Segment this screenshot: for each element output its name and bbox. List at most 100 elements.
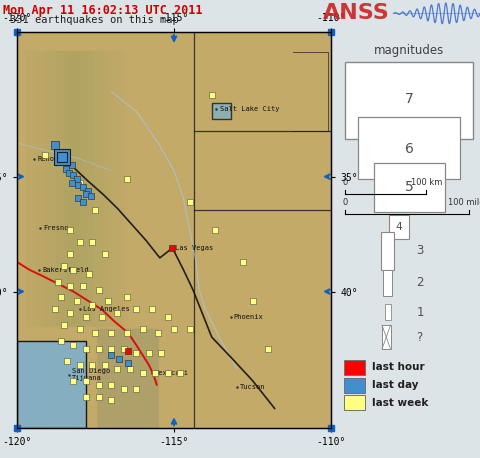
Point xyxy=(59,153,66,160)
FancyBboxPatch shape xyxy=(17,341,86,428)
Text: San Diego
Tijuana: San Diego Tijuana xyxy=(72,368,110,381)
Bar xyxy=(382,325,391,349)
Text: Bakersfield: Bakersfield xyxy=(42,267,89,273)
Point xyxy=(66,250,74,257)
Text: 4: 4 xyxy=(396,223,402,232)
Point xyxy=(108,351,115,359)
Point xyxy=(84,187,91,194)
Text: 100 miles: 100 miles xyxy=(448,198,480,207)
Point xyxy=(82,191,90,198)
Point xyxy=(120,385,128,392)
Point xyxy=(79,282,87,289)
Point xyxy=(82,314,90,321)
Point xyxy=(79,183,87,190)
Point xyxy=(95,345,102,353)
Point xyxy=(54,278,61,285)
Point xyxy=(57,294,65,301)
FancyBboxPatch shape xyxy=(212,104,230,119)
Point xyxy=(76,179,84,186)
Point xyxy=(139,369,146,376)
Point xyxy=(59,153,66,160)
Text: 2: 2 xyxy=(416,276,424,289)
Point xyxy=(51,306,59,313)
Point xyxy=(76,361,84,369)
Point xyxy=(87,193,95,200)
Bar xyxy=(381,232,395,270)
Text: ANSS: ANSS xyxy=(323,3,389,23)
Point xyxy=(88,361,96,369)
Point xyxy=(123,329,131,337)
Point xyxy=(148,306,156,313)
Point xyxy=(186,199,193,206)
Point xyxy=(208,92,216,99)
Bar xyxy=(344,377,365,393)
Point xyxy=(82,377,90,384)
Text: 3: 3 xyxy=(416,244,424,257)
Point xyxy=(123,294,131,301)
Point xyxy=(60,322,68,329)
Point xyxy=(101,250,108,257)
Point xyxy=(139,326,146,333)
Text: Mon Apr 11 16:02:13 UTC 2011: Mon Apr 11 16:02:13 UTC 2011 xyxy=(3,5,203,17)
Point xyxy=(186,326,193,333)
Point xyxy=(108,397,115,404)
Bar xyxy=(389,215,409,239)
Text: last day: last day xyxy=(372,380,419,390)
Point xyxy=(249,298,256,305)
Point xyxy=(85,270,93,278)
Point xyxy=(76,326,84,333)
Point xyxy=(41,151,49,158)
Point xyxy=(108,329,115,337)
Text: Los Angeles: Los Angeles xyxy=(83,306,130,312)
Point xyxy=(168,244,176,251)
Point xyxy=(145,349,153,357)
Point xyxy=(95,393,102,400)
Bar xyxy=(358,117,460,179)
Text: 6: 6 xyxy=(405,142,414,156)
Point xyxy=(114,365,121,372)
Point xyxy=(72,175,80,182)
Point xyxy=(79,199,87,206)
Point xyxy=(66,282,74,289)
Text: 1: 1 xyxy=(416,305,424,319)
Point xyxy=(125,359,132,366)
Point xyxy=(132,349,140,357)
Point xyxy=(98,314,106,321)
Point xyxy=(74,195,82,202)
Text: last hour: last hour xyxy=(372,362,425,372)
Point xyxy=(151,369,159,376)
Point xyxy=(51,142,59,149)
Point xyxy=(170,326,178,333)
Point xyxy=(76,238,84,245)
Point xyxy=(51,142,59,149)
Bar xyxy=(383,270,392,295)
Point xyxy=(66,310,74,317)
Point xyxy=(82,345,90,353)
Point xyxy=(88,238,96,245)
Point xyxy=(95,381,102,388)
Point xyxy=(63,357,71,365)
Text: Reno: Reno xyxy=(37,156,54,162)
Point xyxy=(211,227,219,234)
Point xyxy=(120,345,128,353)
Point xyxy=(95,286,102,293)
Point xyxy=(66,227,74,234)
Point xyxy=(92,329,99,337)
Text: ?: ? xyxy=(416,331,422,344)
Point xyxy=(132,306,140,313)
Point xyxy=(70,171,77,178)
Text: Fresno: Fresno xyxy=(44,225,69,231)
Point xyxy=(164,314,171,321)
Point xyxy=(57,338,65,345)
Point xyxy=(108,381,115,388)
Point xyxy=(62,153,70,160)
Point xyxy=(74,181,82,188)
Point xyxy=(65,169,72,176)
Point xyxy=(157,349,165,357)
Point xyxy=(70,377,77,384)
Point xyxy=(104,298,112,305)
Text: 100 km: 100 km xyxy=(410,178,442,187)
Point xyxy=(240,258,247,266)
Point xyxy=(108,345,115,353)
Bar xyxy=(346,62,473,139)
